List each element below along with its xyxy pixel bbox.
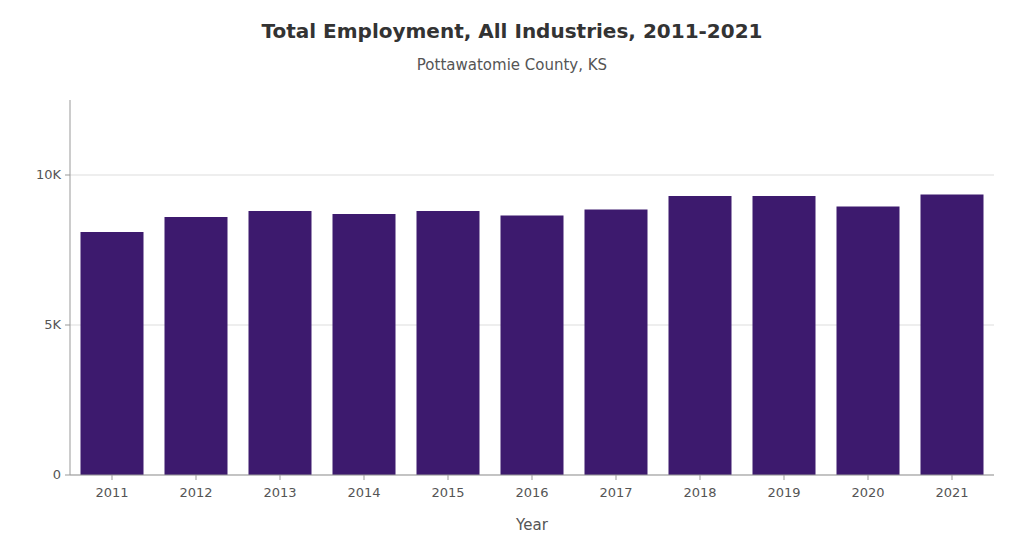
y-axis-line xyxy=(70,100,71,475)
x-tick-label: 2013 xyxy=(263,485,296,500)
x-tick xyxy=(196,475,197,480)
x-tick xyxy=(784,475,785,480)
chart-svg: Total Employment, All Industries, 2011-2… xyxy=(0,0,1024,555)
axes xyxy=(70,100,994,475)
y-tick xyxy=(65,175,70,176)
x-tick-label: 2011 xyxy=(95,485,128,500)
y-tick xyxy=(65,325,70,326)
subtitle: Pottawatomie County, KS xyxy=(417,56,607,74)
x-tick-label: 2018 xyxy=(683,485,716,500)
bar xyxy=(333,214,396,475)
x-tick xyxy=(112,475,113,480)
x-tick-label: 2014 xyxy=(347,485,380,500)
x-tick xyxy=(616,475,617,480)
x-tick-label: 2016 xyxy=(515,485,548,500)
bar xyxy=(669,196,732,475)
grid-line xyxy=(70,175,994,176)
x-tick-label: 2015 xyxy=(431,485,464,500)
bar xyxy=(249,211,312,475)
x-axis-label: Year xyxy=(515,516,549,534)
y-axis-ticks: 0 5K 10K xyxy=(36,167,70,482)
bar xyxy=(417,211,480,475)
x-tick-label: 2017 xyxy=(599,485,632,500)
bar xyxy=(837,207,900,476)
bar xyxy=(81,232,144,475)
x-tick xyxy=(952,475,953,480)
y-tick xyxy=(65,475,70,476)
chart-container: Total Employment, All Industries, 2011-2… xyxy=(0,0,1024,555)
x-axis-ticks: 2011 2012 2013 2014 2015 2016 2017 2018 2019 2020… xyxy=(95,475,968,500)
bars xyxy=(81,195,984,476)
x-tick-label: 2019 xyxy=(767,485,800,500)
x-tick xyxy=(868,475,869,480)
bar xyxy=(165,217,228,475)
y-tick-label: 5K xyxy=(44,317,61,332)
x-tick xyxy=(364,475,365,480)
x-tick-label: 2012 xyxy=(179,485,212,500)
bar xyxy=(921,195,984,476)
x-tick xyxy=(448,475,449,480)
bar xyxy=(585,210,648,476)
y-tick-label: 0 xyxy=(53,467,61,482)
grid xyxy=(70,175,994,475)
x-tick xyxy=(280,475,281,480)
bar xyxy=(753,196,816,475)
x-tick xyxy=(532,475,533,480)
y-tick-label: 10K xyxy=(36,167,62,182)
bar xyxy=(501,216,564,476)
title: Total Employment, All Industries, 2011-2… xyxy=(261,19,762,43)
x-tick-label: 2021 xyxy=(935,485,968,500)
x-tick-label: 2020 xyxy=(851,485,884,500)
x-tick xyxy=(700,475,701,480)
